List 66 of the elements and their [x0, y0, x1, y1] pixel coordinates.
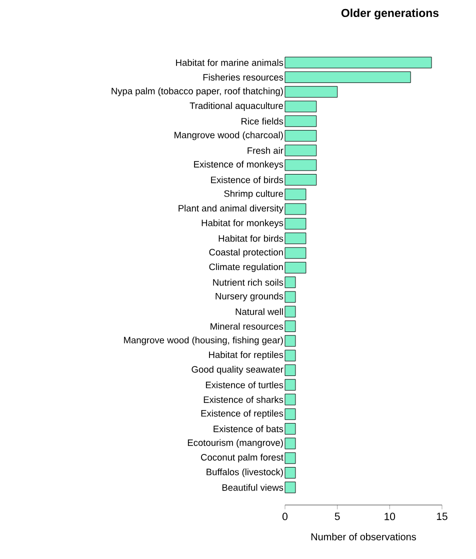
bar: [284, 482, 296, 494]
bar: [284, 262, 306, 274]
bar: [284, 291, 296, 303]
y-tick-label: Good quality seawater: [192, 366, 284, 375]
y-tick-label: Ecotourism (mangrove): [188, 439, 283, 448]
bar: [284, 115, 317, 127]
y-tick-label: Traditional aquaculture: [190, 102, 284, 111]
x-tick-label: 5: [334, 512, 340, 520]
bar: [284, 276, 296, 288]
chart-title: Older generations: [341, 8, 439, 20]
bar: [284, 144, 317, 156]
y-tick-label: Existence of monkeys: [194, 160, 284, 170]
bar: [284, 408, 296, 420]
bar: [284, 174, 317, 186]
y-tick-label: Beautiful views: [222, 484, 284, 491]
bar: [284, 130, 317, 142]
bar: [284, 159, 317, 171]
x-tick-label: 15: [436, 512, 448, 520]
y-tick-label: Habitat for marine animals: [176, 59, 284, 66]
y-tick-label: Plant and animal diversity: [178, 204, 284, 214]
y-tick-label: Mangrove wood (housing, fishing gear): [124, 336, 283, 346]
y-tick-label: Habitat for birds: [218, 234, 284, 242]
bar: [284, 86, 338, 98]
bar: [284, 320, 296, 332]
y-tick-label: Existence of turtles: [206, 381, 284, 388]
y-tick-label: Rice fields: [242, 118, 284, 125]
bar: [284, 247, 306, 259]
y-tick-label: Nypa palm (tobacco paper, roof thatching): [112, 88, 283, 96]
y-tick-label: Shrimp culture: [224, 190, 284, 199]
bar: [284, 188, 306, 200]
y-tick-label: Buffalos (livestock): [206, 468, 283, 478]
y-tick-label: Existence of reptiles: [201, 410, 284, 418]
bar: [284, 379, 296, 391]
y-tick-label: Nutrient rich soils: [213, 278, 284, 286]
bar: [284, 364, 296, 376]
y-tick-label: Mineral resources: [210, 322, 284, 330]
y-tick-label: Existence of sharks: [204, 396, 284, 403]
bar: [284, 452, 296, 464]
bar: [284, 203, 306, 215]
y-tick-label: Existence of bats: [214, 425, 284, 432]
y-tick-label: Habitat for reptiles: [209, 351, 284, 360]
y-tick-label: Natural well: [236, 308, 283, 316]
x-tick-label: 0: [282, 512, 288, 520]
y-tick-label: Habitat for monkeys: [202, 219, 284, 228]
bar: [284, 71, 411, 83]
bar: [284, 423, 296, 435]
y-tick-label: Existence of birds: [211, 176, 284, 184]
bar: [284, 335, 296, 347]
y-tick-label: Coastal protection: [209, 248, 283, 258]
y-tick-label: Mangrove wood (charcoal): [174, 131, 283, 140]
bar: [284, 306, 296, 318]
bar: [284, 438, 296, 450]
bar: [284, 467, 296, 479]
bar: [284, 350, 296, 362]
y-tick-label: Nursery grounds: [216, 292, 284, 302]
y-tick-label: Coconut palm forest: [201, 454, 284, 462]
y-tick-label: Fisheries resources: [203, 74, 284, 81]
y-tick-label: Fresh air: [248, 147, 284, 154]
x-tick-label: 10: [384, 512, 396, 520]
bar: [284, 100, 317, 112]
x-axis-title: Number of observations: [311, 533, 416, 540]
bar: [284, 394, 296, 406]
bar: [284, 232, 306, 244]
bar: [284, 56, 432, 68]
y-tick-label: Climate regulation: [209, 263, 283, 272]
bar: [284, 218, 306, 230]
